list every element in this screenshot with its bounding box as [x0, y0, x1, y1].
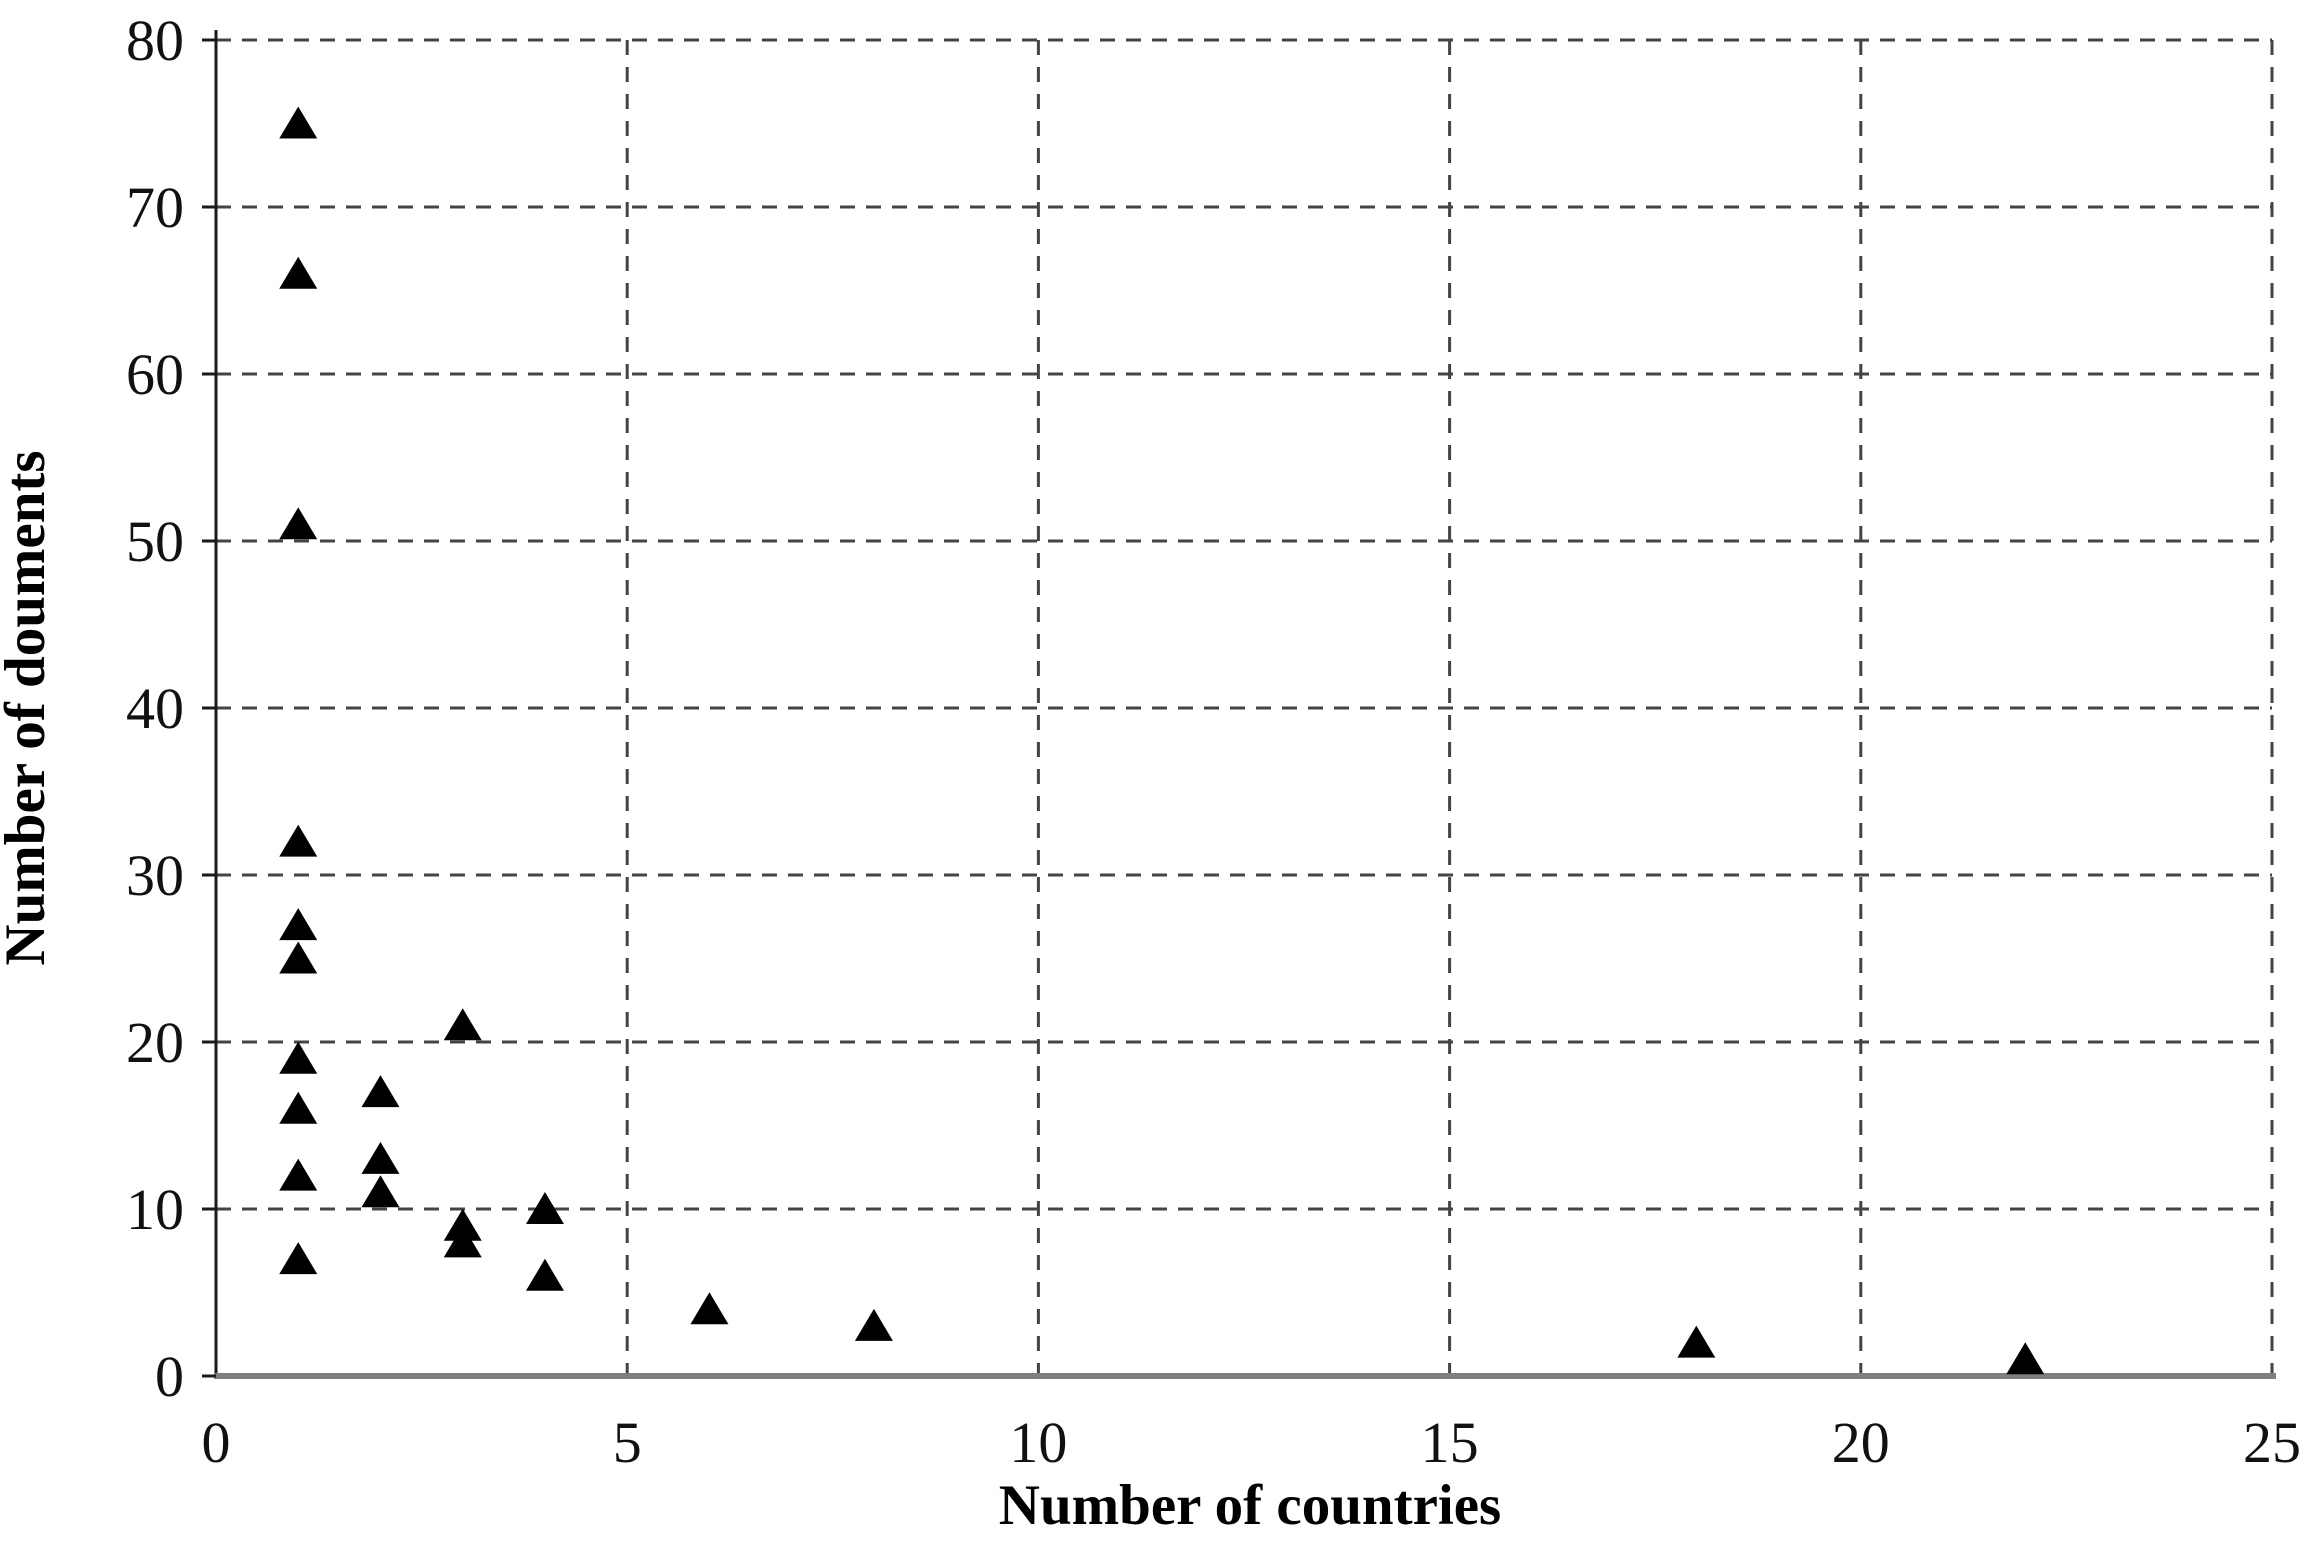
data-points-layer [279, 106, 2045, 1375]
data-point-marker [690, 1292, 729, 1325]
x-tick-label: 15 [1421, 1410, 1479, 1475]
data-point-marker [361, 1141, 400, 1174]
y-tick-label: 10 [126, 1177, 184, 1242]
x-axis-title: Number of countries [999, 1474, 1501, 1537]
data-point-marker [443, 1008, 482, 1041]
x-tick-label: 10 [1009, 1410, 1067, 1475]
y-tick-label: 70 [126, 175, 184, 240]
data-point-marker [361, 1075, 400, 1108]
data-point-marker [279, 941, 318, 974]
x-tick-label: 5 [613, 1410, 642, 1475]
y-tick-label: 50 [126, 509, 184, 574]
data-point-marker [2006, 1342, 2045, 1375]
axes-layer [202, 30, 2276, 1379]
data-point-marker [443, 1208, 482, 1241]
data-point-marker [279, 507, 318, 540]
data-point-marker [279, 256, 318, 289]
x-tick-label: 25 [2243, 1410, 2301, 1475]
data-point-marker [279, 1091, 318, 1124]
data-point-marker [279, 908, 318, 941]
data-point-marker [525, 1192, 564, 1224]
data-point-marker [1677, 1325, 1716, 1358]
data-point-marker [279, 1158, 318, 1191]
tick-labels-layer: 0 10 20 30 40 50 60 70 80 0 5 10 15 20 25 [126, 8, 2301, 1475]
x-tick-label: 20 [1832, 1410, 1890, 1475]
data-point-marker [854, 1308, 893, 1341]
data-point-marker [525, 1258, 564, 1291]
gridlines-layer [216, 38, 2274, 1376]
data-point-marker [279, 824, 318, 857]
y-tick-label: 40 [126, 676, 184, 741]
data-point-marker [443, 1225, 482, 1258]
y-tick-label: 0 [155, 1344, 184, 1409]
y-axis-title: Number of douments [0, 450, 57, 965]
data-point-marker [279, 106, 318, 139]
y-tick-label: 20 [126, 1010, 184, 1075]
data-point-marker [279, 1041, 318, 1074]
y-tick-label: 80 [126, 8, 184, 73]
data-point-marker [279, 1242, 318, 1275]
y-tick-label: 60 [126, 342, 184, 407]
y-tick-label: 30 [126, 843, 184, 908]
x-tick-label: 0 [202, 1410, 231, 1475]
data-point-marker [361, 1175, 400, 1208]
